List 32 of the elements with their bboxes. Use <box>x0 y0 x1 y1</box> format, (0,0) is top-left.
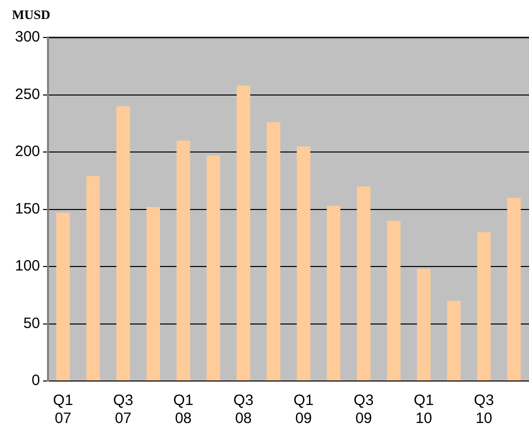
y-tick-label: 100 <box>14 258 40 275</box>
y-tick-label: 150 <box>14 200 40 218</box>
bar <box>236 86 250 380</box>
y-tick-label: 300 <box>14 28 40 46</box>
x-tick-label: Q3 10 <box>474 392 494 428</box>
bar <box>507 198 521 380</box>
bar <box>326 206 340 380</box>
bar <box>477 232 491 380</box>
y-tick-label: 0 <box>32 372 40 390</box>
bar <box>176 140 190 380</box>
x-tick-label: Q1 07 <box>53 392 74 428</box>
bar <box>206 156 220 380</box>
bar <box>386 220 400 380</box>
bar <box>56 212 70 380</box>
y-tick-label: 250 <box>14 86 40 103</box>
bar <box>296 146 310 380</box>
bar <box>116 106 130 380</box>
bar <box>86 176 100 380</box>
x-tick-label: Q3 08 <box>233 392 254 428</box>
bar <box>146 207 160 380</box>
x-tick-label: Q3 09 <box>354 392 374 428</box>
y-tick-label: 50 <box>23 314 40 332</box>
x-tick-label: Q1 09 <box>294 392 314 428</box>
bar <box>417 268 431 380</box>
chart-title: MUSD <box>12 7 50 22</box>
x-tick-label: Q3 07 <box>113 392 134 428</box>
x-tick-label: Q1 08 <box>173 392 194 428</box>
bar <box>266 122 280 380</box>
bar <box>356 186 370 380</box>
y-tick-label: 200 <box>14 143 40 160</box>
bar <box>447 300 461 380</box>
x-tick-label: Q1 10 <box>414 392 434 428</box>
